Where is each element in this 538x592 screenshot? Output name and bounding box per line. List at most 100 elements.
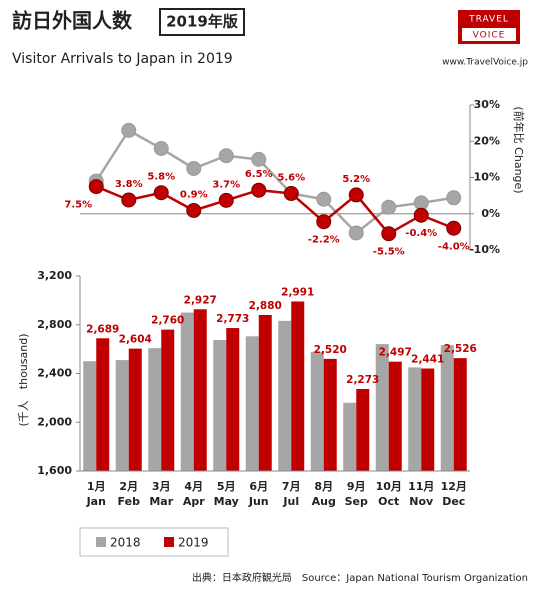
- data-label: 6.5%: [245, 169, 273, 180]
- bar: [115, 360, 129, 471]
- data-label: 2,520: [314, 344, 347, 356]
- x-tick-label-en: Apr: [183, 495, 205, 508]
- badge: 2019年版: [166, 13, 238, 31]
- x-tick-label-en: Sep: [345, 495, 368, 508]
- source: 出典：日本政府観光局 Source：Japan National Tourism…: [192, 571, 528, 584]
- data-label: 3.7%: [212, 179, 240, 190]
- point: [316, 214, 332, 230]
- y-tick-label: 3,200: [37, 269, 72, 282]
- data-label: 5.8%: [147, 172, 175, 183]
- bar: [388, 361, 402, 471]
- point: [381, 226, 397, 242]
- url: www.TravelVoice.jp: [442, 58, 528, 68]
- bar: [278, 320, 292, 471]
- title: 訪日外国人数: [12, 9, 133, 33]
- x-tick-label-en: Aug: [312, 495, 336, 508]
- point: [121, 122, 137, 138]
- x-tick-label-en: Nov: [409, 495, 434, 508]
- bar: [161, 329, 175, 471]
- point: [446, 220, 462, 236]
- x-tick-label: 10月: [376, 480, 402, 493]
- point: [316, 191, 332, 207]
- point: [446, 190, 462, 206]
- x-tick-label: 6月: [249, 480, 268, 493]
- data-label: 5.6%: [277, 172, 305, 183]
- y-tick-label: 1,600: [37, 464, 72, 477]
- subtitle: Visitor Arrivals to Japan in 2019: [12, 51, 233, 67]
- line: [95, 185, 455, 236]
- bar: [310, 351, 324, 471]
- point: [153, 141, 169, 156]
- bar: [453, 358, 467, 471]
- bar: [408, 367, 422, 471]
- x-tick-label-en: Jan: [86, 495, 106, 508]
- point: [153, 185, 169, 201]
- legend-swatch: [96, 537, 106, 547]
- bar: [323, 358, 337, 471]
- data-label: 2,604: [119, 334, 152, 346]
- point: [186, 202, 202, 218]
- x-tick-label: 7月: [282, 480, 301, 493]
- point: [381, 199, 397, 215]
- bar: [421, 368, 435, 471]
- bar: [291, 301, 305, 471]
- bar: [128, 348, 142, 471]
- data-label: 2,526: [444, 343, 477, 355]
- point: [348, 187, 364, 203]
- y2-tick-label: 0%: [481, 207, 500, 220]
- data-label: 2,689: [86, 323, 119, 335]
- y-tick-label: 2,800: [37, 318, 72, 331]
- x-tick-label: 2月: [119, 480, 138, 493]
- data-label: 5.2%: [342, 174, 370, 185]
- logo-bottom: VOICE: [473, 31, 506, 41]
- point: [218, 148, 234, 164]
- bar: [343, 402, 357, 471]
- data-label: -0.4%: [405, 228, 437, 239]
- x-tick-label: 12月: [441, 480, 467, 493]
- bar: [356, 388, 370, 471]
- bar: [83, 361, 97, 471]
- bar: [226, 328, 240, 471]
- legend-label: 2018: [110, 536, 141, 550]
- data-label: -4.0%: [438, 241, 470, 252]
- y2-axis-label: (前年比 Change): [512, 106, 526, 193]
- x-tick-label-en: Jul: [282, 495, 299, 508]
- bar: [148, 348, 162, 471]
- legend-swatch: [164, 537, 174, 547]
- y2-tick-label: 10%: [474, 171, 500, 184]
- data-label: 2,497: [379, 347, 412, 359]
- bar: [258, 315, 272, 471]
- y-tick-label: 2,000: [37, 415, 72, 428]
- y-axis-label: (千人 thousand): [17, 334, 30, 427]
- bar: [375, 344, 389, 471]
- point: [88, 179, 104, 195]
- point: [251, 151, 267, 167]
- bar: [213, 339, 227, 471]
- logo-top: TRAVEL: [468, 15, 509, 25]
- bar: [96, 338, 110, 471]
- data-label: 3.8%: [115, 179, 143, 190]
- x-tick-label: 11月: [408, 480, 434, 493]
- point: [251, 182, 267, 198]
- data-label: 2,927: [184, 294, 217, 306]
- x-tick-label: 8月: [314, 480, 333, 493]
- data-label: 0.9%: [180, 189, 208, 200]
- point: [186, 160, 202, 176]
- bar: [193, 309, 207, 471]
- x-tick-label: 3月: [152, 480, 171, 493]
- x-tick-label-en: May: [214, 495, 239, 508]
- point: [348, 225, 364, 241]
- point: [121, 192, 137, 208]
- data-label: 2,991: [281, 286, 314, 298]
- point: [218, 192, 234, 208]
- legend-box: [79, 527, 229, 557]
- bar: [440, 345, 454, 471]
- point: [413, 207, 429, 223]
- y2-tick-label: 20%: [474, 134, 500, 147]
- x-tick-label-en: Feb: [118, 495, 141, 508]
- y2-tick-label: -10%: [469, 243, 500, 256]
- data-label: 2,760: [151, 315, 184, 327]
- data-label: 2,273: [346, 374, 379, 386]
- legend-label: 2019: [178, 536, 209, 550]
